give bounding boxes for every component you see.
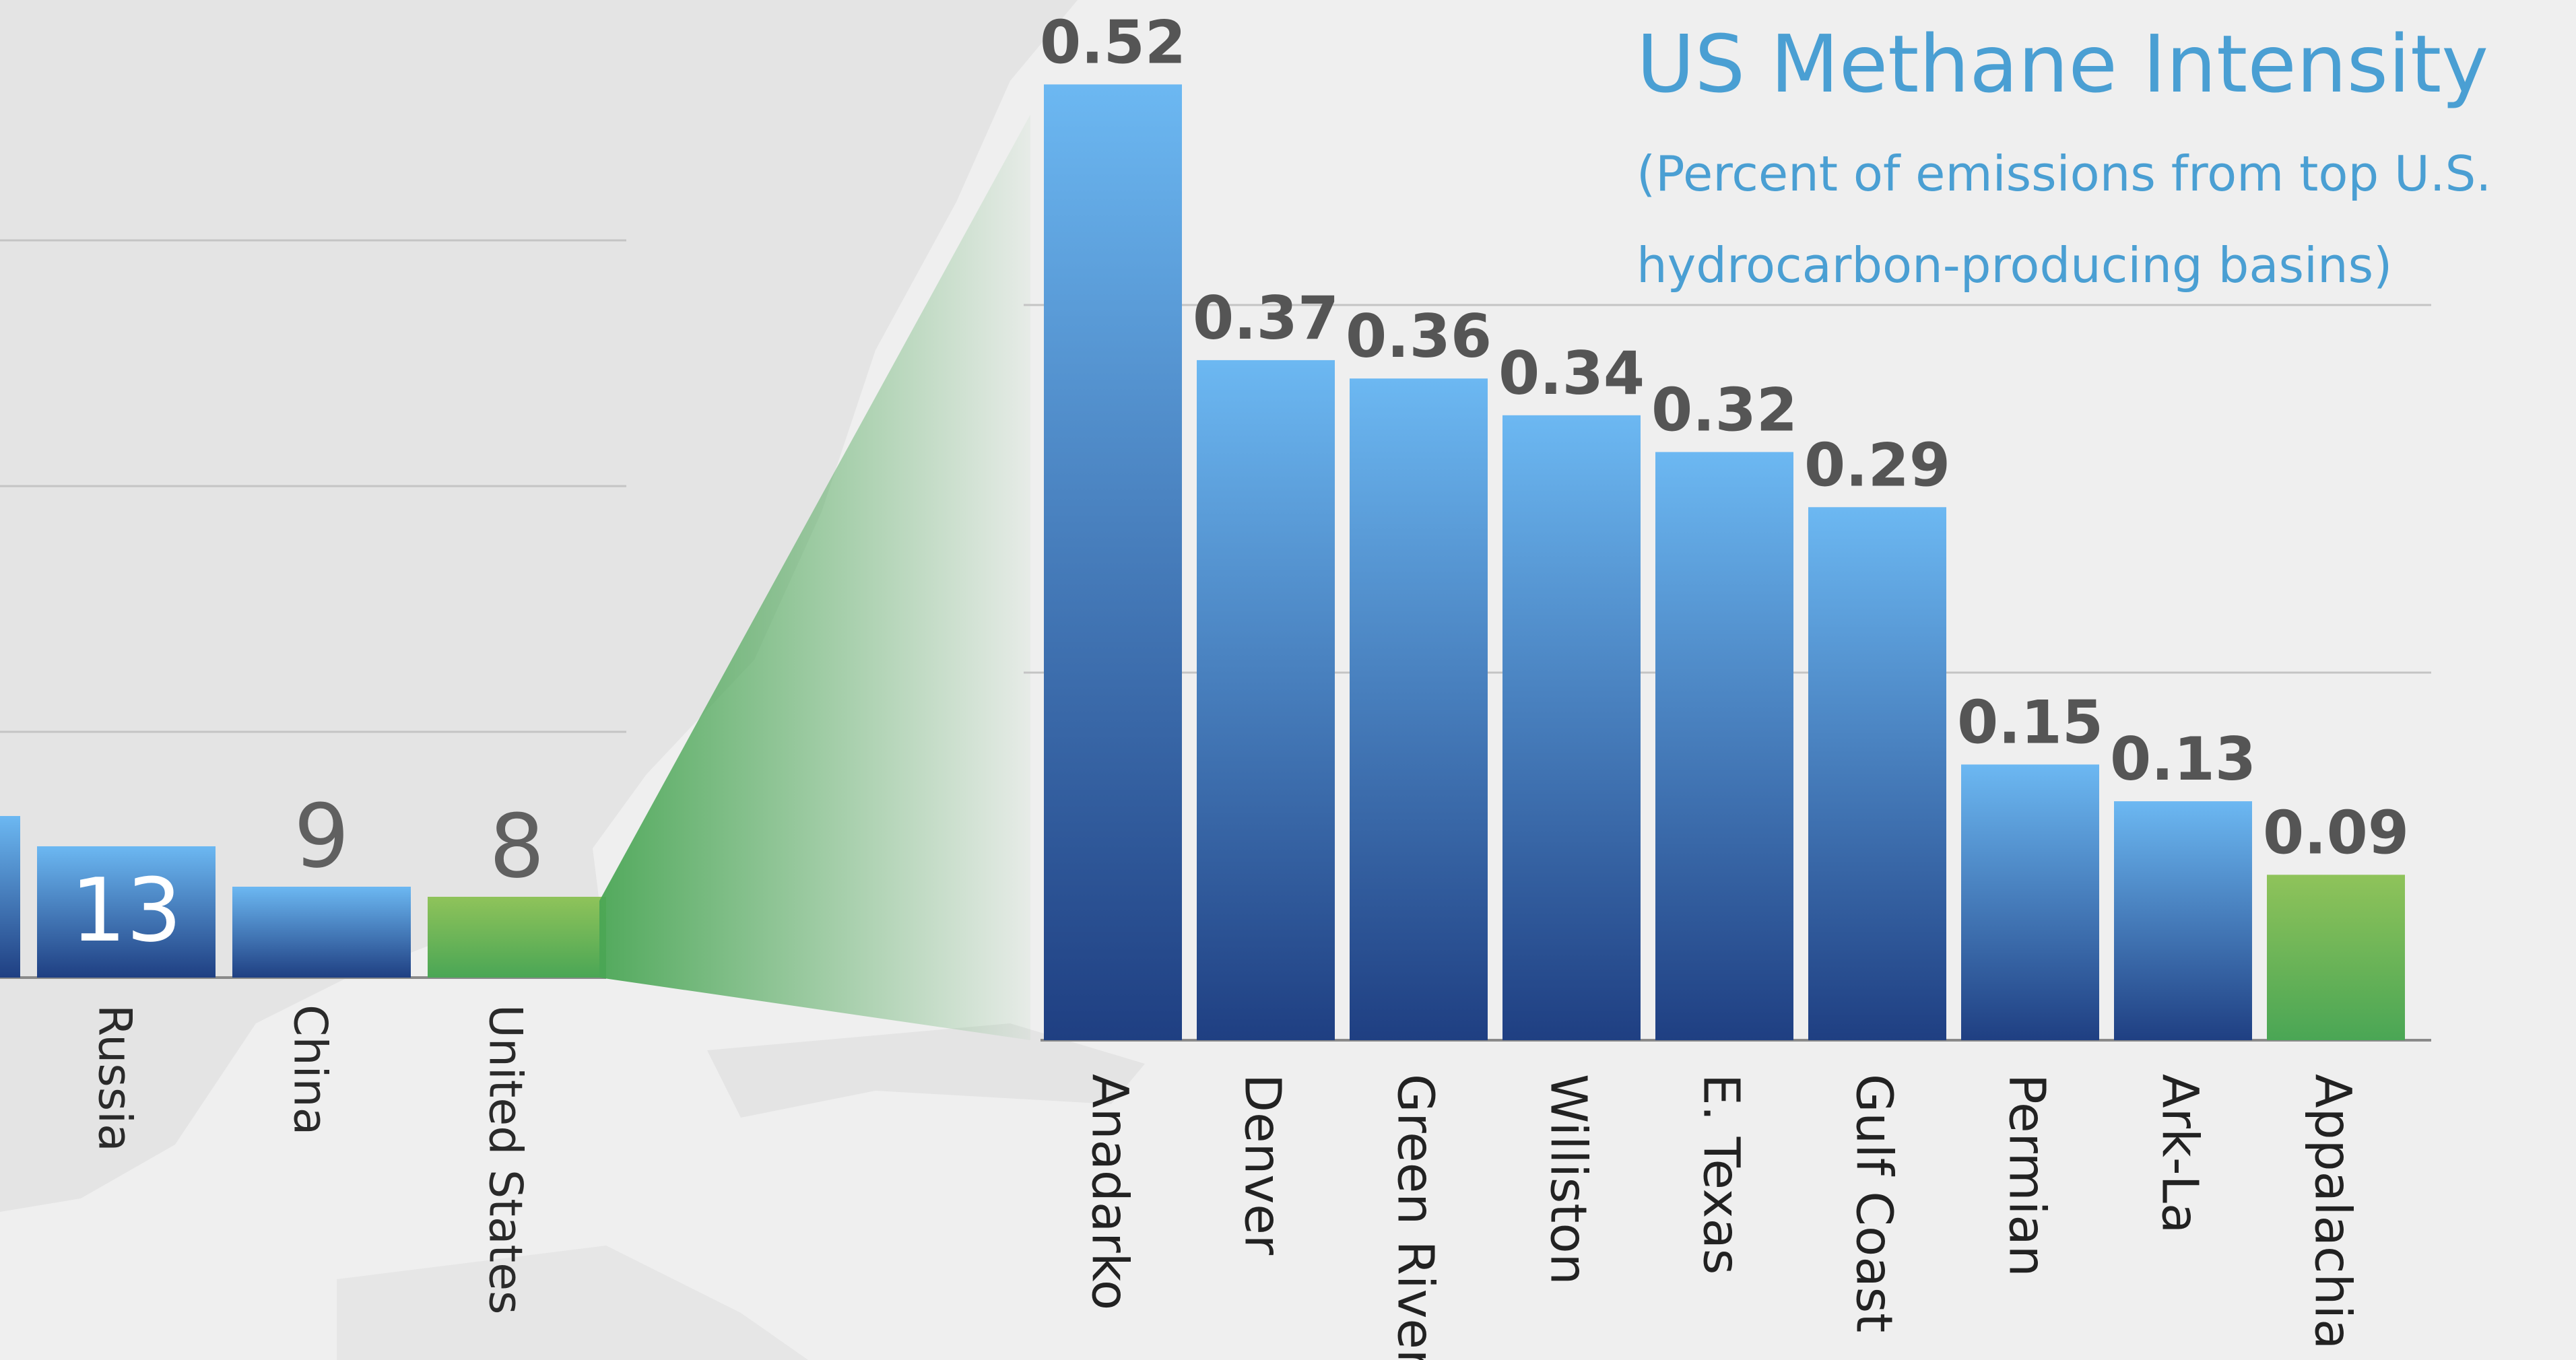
value-label: 0.13 bbox=[2110, 724, 2256, 794]
value-label: 0.34 bbox=[1498, 339, 1645, 408]
bar-china bbox=[232, 887, 411, 978]
map-land-south bbox=[337, 1246, 808, 1360]
x-tick-label: Appalachia bbox=[2304, 1074, 2362, 1349]
chart-title: US Methane Intensity bbox=[1637, 18, 2489, 110]
bar-denver bbox=[1197, 360, 1335, 1040]
x-tick-label: Ark-La bbox=[2151, 1074, 2209, 1233]
x-tick-label: Russia bbox=[88, 1005, 141, 1152]
right-bar-chart: 0.52 Anadarko 0.37 Denver 0.36 Green River 0.3… bbox=[1024, 7, 2431, 1360]
chart-subtitle-line-2: hydrocarbon-producing basins) bbox=[1637, 237, 2393, 294]
x-tick-label: Denver bbox=[1234, 1074, 1292, 1256]
value-label: 0.09 bbox=[2263, 798, 2409, 867]
bar-gulf-coast bbox=[1808, 507, 1946, 1040]
bar-green-river bbox=[1350, 378, 1488, 1040]
bar-williston bbox=[1502, 415, 1641, 1040]
value-label: 9 bbox=[294, 785, 350, 887]
x-tick-label: Gulf Coast bbox=[1845, 1074, 1903, 1332]
chart-subtitle-line-1: (Percent of emissions from top U.S. bbox=[1637, 145, 2492, 202]
value-label: 0.52 bbox=[1040, 7, 1186, 77]
value-label: 0.36 bbox=[1346, 302, 1492, 371]
x-tick-label: Green River bbox=[1387, 1074, 1445, 1360]
bar-appalachia bbox=[2267, 875, 2405, 1040]
value-label: 0.29 bbox=[1804, 430, 1950, 500]
value-label: 0.15 bbox=[1957, 688, 2103, 757]
map-landmass-caribbean bbox=[707, 1023, 1145, 1118]
x-tick-label: Anadarko bbox=[1081, 1074, 1139, 1310]
value-label: 8 bbox=[489, 795, 545, 897]
x-tick-label: Williston bbox=[1540, 1074, 1597, 1285]
title-block: US Methane Intensity (Percent of emissio… bbox=[1637, 13, 2573, 298]
left-bar-chart: 13 Russia 9 China 8 United States bbox=[0, 239, 626, 1314]
x-tick-label: United States bbox=[479, 1005, 532, 1314]
bar-russia bbox=[37, 846, 216, 978]
x-tick-label: China bbox=[284, 1005, 337, 1135]
bar-e-texas bbox=[1655, 452, 1793, 1040]
bar-united-states bbox=[428, 897, 606, 978]
zoom-connector bbox=[599, 114, 1030, 1040]
bar-ark-la bbox=[2114, 801, 2252, 1040]
x-tick-label: E. Texas bbox=[1692, 1074, 1750, 1274]
value-label: 0.32 bbox=[1651, 375, 1797, 444]
value-label: 13 bbox=[71, 859, 182, 961]
x-tick-label: Permian bbox=[1998, 1074, 2056, 1277]
value-label: 0.37 bbox=[1193, 283, 1339, 353]
bar-anadarko bbox=[1044, 84, 1182, 1040]
bar-permian bbox=[1961, 764, 2099, 1040]
bar-offscreen bbox=[0, 816, 20, 978]
